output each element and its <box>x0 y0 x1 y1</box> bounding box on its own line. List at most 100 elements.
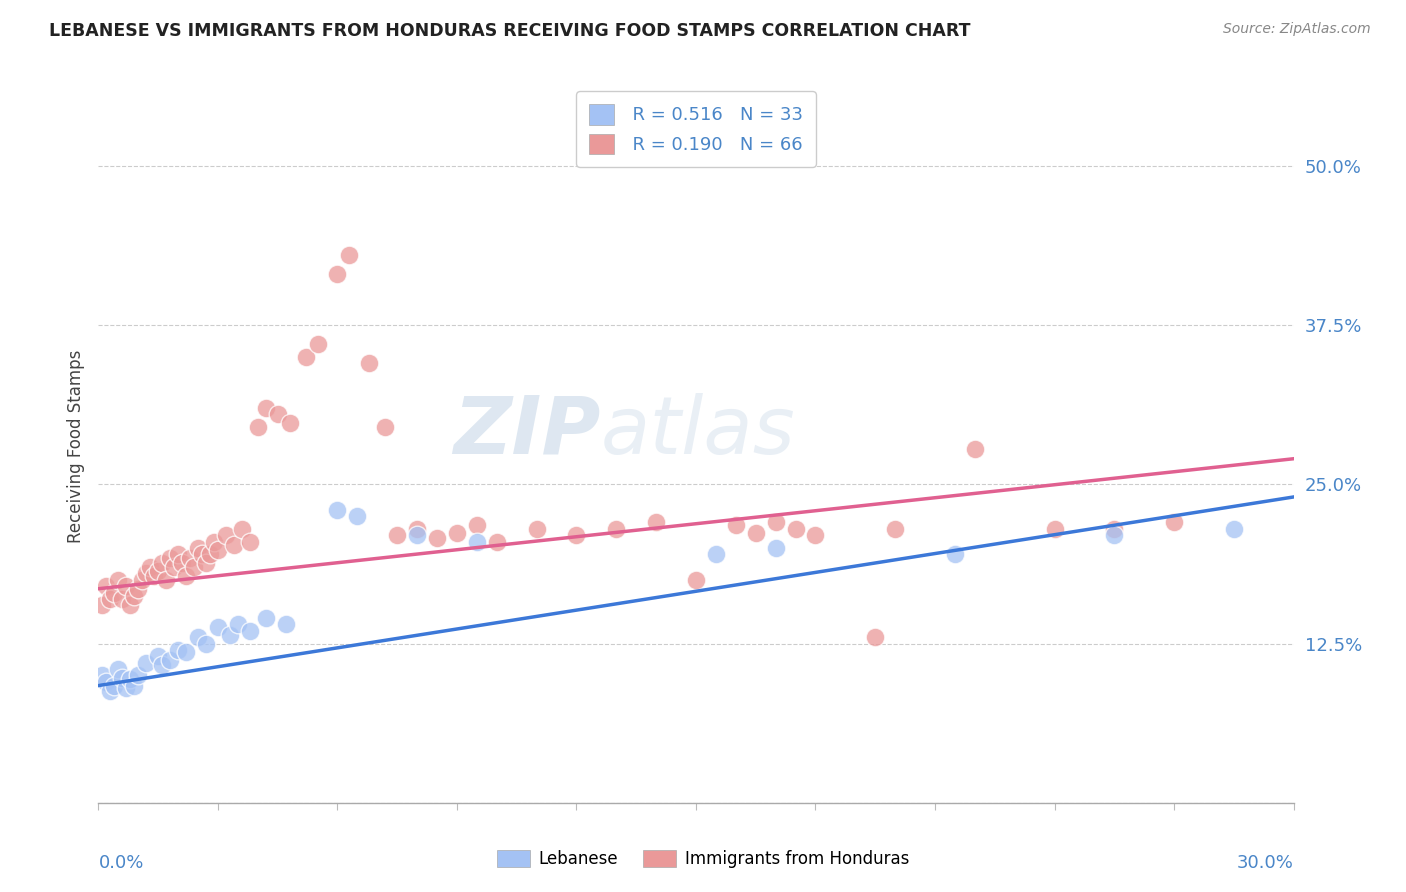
Point <box>143 569 166 583</box>
Point <box>239 624 262 638</box>
Point <box>943 547 966 561</box>
Point <box>167 547 190 561</box>
Point <box>1043 522 1066 536</box>
Point <box>135 656 157 670</box>
Point <box>385 528 409 542</box>
Point <box>131 573 153 587</box>
Point <box>187 630 209 644</box>
Point <box>426 531 449 545</box>
Point <box>765 541 787 555</box>
Point <box>254 401 277 415</box>
Point <box>339 248 361 262</box>
Y-axis label: Receiving Food Stamps: Receiving Food Stamps <box>66 350 84 542</box>
Point <box>278 416 301 430</box>
Point <box>785 522 807 536</box>
Point <box>163 560 186 574</box>
Point <box>124 679 146 693</box>
Point <box>346 509 368 524</box>
Text: atlas: atlas <box>600 392 796 471</box>
Point <box>172 556 194 570</box>
Point <box>195 636 218 650</box>
Point <box>215 528 238 542</box>
Point <box>150 556 173 570</box>
Point <box>127 668 149 682</box>
Point <box>124 590 146 604</box>
Point <box>96 674 118 689</box>
Text: LEBANESE VS IMMIGRANTS FROM HONDURAS RECEIVING FOOD STAMPS CORRELATION CHART: LEBANESE VS IMMIGRANTS FROM HONDURAS REC… <box>49 22 970 40</box>
Point <box>254 611 277 625</box>
Point <box>183 560 205 574</box>
Point <box>98 591 122 606</box>
Point <box>963 442 986 456</box>
Point <box>187 541 209 555</box>
Legend: Lebanese, Immigrants from Honduras: Lebanese, Immigrants from Honduras <box>491 843 915 875</box>
Point <box>359 356 381 370</box>
Point <box>202 534 225 549</box>
Point <box>96 579 118 593</box>
Point <box>103 679 125 693</box>
Point <box>219 627 242 641</box>
Point <box>745 525 768 540</box>
Point <box>150 658 173 673</box>
Point <box>239 534 262 549</box>
Point <box>465 534 488 549</box>
Point <box>174 569 197 583</box>
Point <box>174 645 197 659</box>
Point <box>148 564 170 578</box>
Point <box>191 547 214 561</box>
Point <box>91 599 114 613</box>
Point <box>1163 516 1185 530</box>
Point <box>91 668 114 682</box>
Point <box>326 267 349 281</box>
Point <box>884 522 907 536</box>
Point <box>135 566 157 581</box>
Text: 30.0%: 30.0% <box>1237 854 1294 871</box>
Text: 0.0%: 0.0% <box>98 854 143 871</box>
Point <box>326 502 349 516</box>
Point <box>605 522 627 536</box>
Point <box>148 649 170 664</box>
Point <box>207 543 229 558</box>
Point <box>246 420 269 434</box>
Point <box>406 528 429 542</box>
Point <box>159 653 181 667</box>
Point <box>526 522 548 536</box>
Point <box>294 350 316 364</box>
Point <box>111 671 134 685</box>
Point <box>865 630 887 644</box>
Point <box>804 528 827 542</box>
Point <box>139 560 162 574</box>
Point <box>231 522 253 536</box>
Point <box>111 591 134 606</box>
Point <box>222 538 245 552</box>
Point <box>465 518 488 533</box>
Legend:   R = 0.516   N = 33,   R = 0.190   N = 66: R = 0.516 N = 33, R = 0.190 N = 66 <box>576 91 815 167</box>
Point <box>115 681 138 695</box>
Point <box>155 573 177 587</box>
Point <box>98 683 122 698</box>
Point <box>159 551 181 566</box>
Point <box>103 585 125 599</box>
Text: Source: ZipAtlas.com: Source: ZipAtlas.com <box>1223 22 1371 37</box>
Point <box>704 547 727 561</box>
Point <box>198 547 221 561</box>
Point <box>685 573 707 587</box>
Point <box>374 420 396 434</box>
Point <box>107 573 129 587</box>
Point <box>120 672 142 686</box>
Point <box>115 579 138 593</box>
Point <box>127 582 149 596</box>
Point <box>195 556 218 570</box>
Point <box>1223 522 1246 536</box>
Point <box>485 534 508 549</box>
Point <box>307 337 329 351</box>
Point <box>1104 522 1126 536</box>
Point <box>179 551 201 566</box>
Text: ZIP: ZIP <box>453 392 600 471</box>
Point <box>724 518 747 533</box>
Point <box>406 522 429 536</box>
Point <box>107 662 129 676</box>
Point <box>267 407 290 421</box>
Point <box>765 516 787 530</box>
Point <box>565 528 588 542</box>
